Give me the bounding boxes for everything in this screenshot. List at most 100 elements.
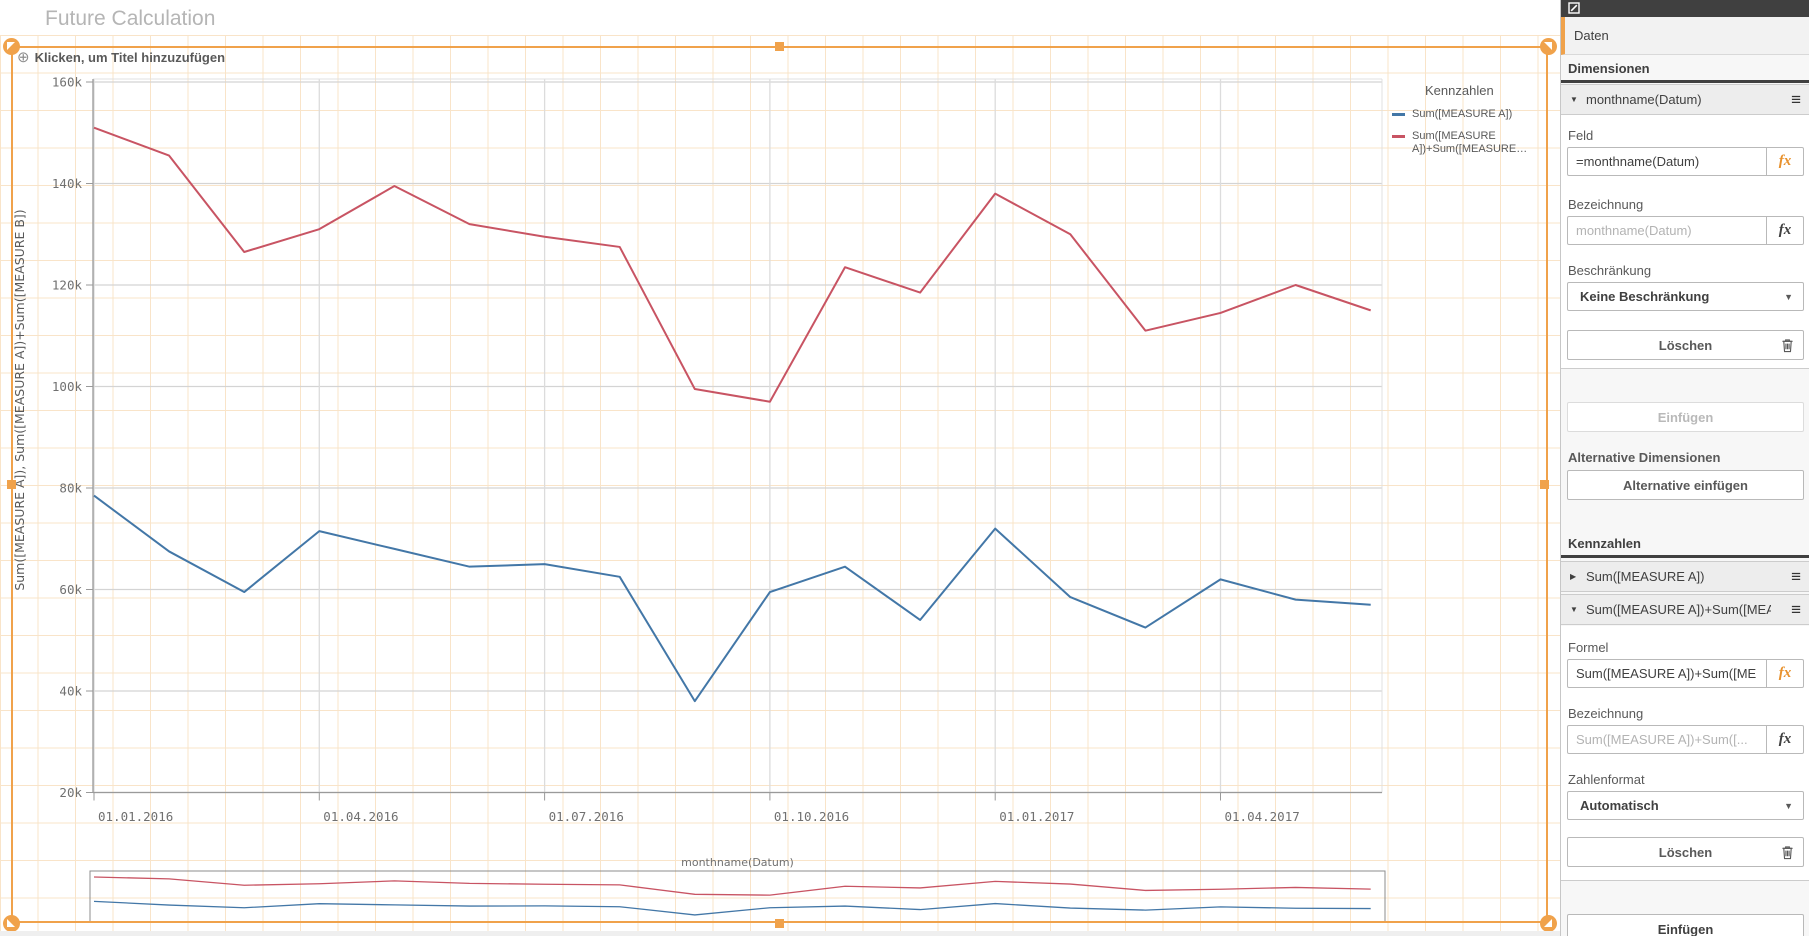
panel-top-bar [1561, 0, 1809, 17]
arrow-down-right-icon [1544, 919, 1552, 927]
dimension-item-row[interactable]: ▼ monthname(Datum) ≡ [1561, 84, 1809, 115]
alternative-dimensionen-label: Alternative Dimensionen [1568, 450, 1721, 465]
beschraenkung-label: Beschränkung [1568, 263, 1652, 278]
legend-dash-red [1392, 134, 1405, 138]
chevron-down-icon[interactable]: ▼ [1570, 95, 1578, 104]
sheet-bottom-strip [0, 931, 1560, 936]
measure-item-row-1[interactable]: ▶ Sum([MEASURE A]) ≡ [1561, 561, 1809, 592]
resize-handle-bottom-right[interactable] [1540, 915, 1557, 932]
loeschen-label: Löschen [1658, 844, 1713, 860]
loeschen-label: Löschen [1658, 337, 1713, 353]
dimension-loeschen-button[interactable]: Löschen [1567, 330, 1804, 360]
measure-detail-card: Formel fx Bezeichnung fx Zahlenformat Au… [1561, 626, 1809, 881]
menu-icon[interactable]: ≡ [1791, 599, 1801, 619]
mini-series-line-1 [93, 876, 1371, 896]
edit-grid [0, 35, 1560, 931]
section-header-label: Kennzahlen [1568, 536, 1641, 551]
properties-panel: Daten Dimensionen ▼ monthname(Datum) ≡ F… [1560, 0, 1809, 936]
resize-handle-bottom[interactable] [775, 919, 784, 928]
resize-handle-bottom-left[interactable] [3, 915, 20, 932]
einfuegen-label: Einfügen [1657, 409, 1714, 425]
section-header-kennzahlen: Kennzahlen [1561, 531, 1809, 558]
section-header-label: Dimensionen [1568, 61, 1650, 76]
resize-handle-top-left[interactable] [3, 38, 20, 55]
menu-icon[interactable]: ≡ [1791, 89, 1801, 109]
chevron-down-icon[interactable]: ▼ [1570, 605, 1578, 614]
sheet-canvas: Future Calculation 160k 140k 120k 100k 80k 60… [0, 0, 1560, 936]
y-tick-label: 120k [52, 277, 83, 292]
x-tick-label: 01.04.2017 [1225, 809, 1300, 824]
formel-input-row: fx [1567, 659, 1804, 688]
resize-handle-top[interactable] [775, 42, 784, 51]
trash-icon [1781, 845, 1794, 863]
y-tick-label: 160k [52, 74, 83, 89]
x-tick-label: 01.01.2017 [999, 809, 1074, 824]
chevron-down-icon: ▼ [1784, 291, 1793, 302]
chart-selection-frame[interactable] [11, 46, 1548, 923]
beschraenkung-value: Keine Beschränkung [1580, 289, 1710, 304]
feld-input[interactable] [1568, 148, 1766, 175]
feld-label: Feld [1568, 128, 1594, 143]
arrow-up-left-icon [7, 42, 15, 50]
mini-axis-title: monthname(Datum) [681, 856, 794, 869]
formel-input[interactable] [1568, 660, 1766, 687]
bezeichnung-label: Bezeichnung [1568, 706, 1644, 721]
zahlenformat-select[interactable]: Automatisch ▼ [1567, 791, 1804, 820]
alternative-einfuegen-button[interactable]: Alternative einfügen [1567, 470, 1804, 500]
x-tick-label: 01.10.2016 [774, 809, 849, 824]
legend-item-measure-a[interactable]: Sum([MEASURE A]) [1392, 108, 1542, 121]
y-tick-label: 80k [59, 480, 82, 495]
legend-label: Sum([MEASURE A]) [1412, 108, 1513, 120]
series-line-1[interactable] [93, 126, 1372, 403]
einfuegen-label: Einfügen [1657, 921, 1714, 936]
edit-properties-icon[interactable] [1568, 2, 1580, 17]
zahlenformat-value: Automatisch [1580, 798, 1659, 813]
resize-handle-right[interactable] [1540, 480, 1549, 489]
legend-label: Sum([MEASURE A])+Sum([MEASURE… [1412, 129, 1528, 155]
fx-expression-icon[interactable]: fx [1766, 726, 1803, 753]
formel-label: Formel [1568, 640, 1609, 655]
bezeichnung-input-row: fx [1567, 216, 1804, 245]
chart-title-placeholder[interactable]: ⊕ Klicken, um Titel hinzuzufügen [17, 50, 225, 65]
y-tick-label: 20k [59, 785, 82, 800]
legend-title: Kennzahlen [1425, 83, 1494, 98]
legend-item-measure-a-plus-b[interactable]: Sum([MEASURE A])+Sum([MEASURE… [1392, 130, 1542, 156]
y-tick-label: 100k [52, 379, 83, 394]
bezeichnung-input[interactable] [1568, 217, 1766, 244]
y-tick-label: 40k [59, 683, 82, 698]
fx-expression-icon[interactable]: fx [1766, 217, 1803, 244]
arrow-down-left-icon [7, 919, 15, 927]
measure-item-label: Sum([MEASURE A]) [1586, 569, 1705, 584]
dimension-einfuegen-button[interactable]: Einfügen [1567, 402, 1804, 432]
measure-bezeichnung-input[interactable] [1568, 726, 1766, 753]
tab-daten-label: Daten [1574, 28, 1609, 43]
measure-item-row-2[interactable]: ▼ Sum([MEASURE A])+Sum([MEA... ≡ [1561, 594, 1809, 625]
arrow-up-right-icon [1544, 42, 1552, 50]
y-axis-title: Sum([MEASURE A]), Sum([MEASURE A])+Sum([… [12, 209, 27, 590]
dimension-item-label: monthname(Datum) [1586, 92, 1702, 107]
mini-series-line-0 [93, 900, 1371, 916]
legend: Kennzahlen Sum([MEASURE A]) Sum([MEASURE… [1392, 83, 1542, 165]
line-chart[interactable]: 160k 140k 120k 100k 80k 60k 40k 20k 01.01.2016 01… [0, 0, 1560, 936]
tab-daten[interactable]: Daten [1561, 17, 1809, 55]
fx-expression-icon[interactable]: fx [1766, 660, 1803, 687]
x-tick-label: 01.04.2016 [323, 809, 398, 824]
sheet-title: Future Calculation [45, 7, 216, 30]
chart-title-placeholder-label: Klicken, um Titel hinzuzufügen [34, 50, 226, 65]
measure-einfuegen-button[interactable]: Einfügen [1567, 914, 1804, 936]
dimension-detail-card: Feld fx Bezeichnung fx Beschränkung Kein… [1561, 115, 1809, 369]
zahlenformat-label: Zahlenformat [1568, 772, 1645, 787]
beschraenkung-select[interactable]: Keine Beschränkung ▼ [1567, 282, 1804, 311]
measure-item-label: Sum([MEASURE A])+Sum([MEA... [1586, 602, 1771, 617]
resize-handle-left[interactable] [7, 480, 16, 489]
feld-input-row: fx [1567, 147, 1804, 176]
series-line-0[interactable] [93, 494, 1371, 703]
chevron-right-icon[interactable]: ▶ [1570, 572, 1577, 581]
x-tick-label: 01.01.2016 [98, 809, 173, 824]
chevron-down-icon: ▼ [1784, 800, 1793, 811]
fx-expression-icon[interactable]: fx [1766, 148, 1803, 175]
resize-handle-top-right[interactable] [1540, 38, 1557, 55]
menu-icon[interactable]: ≡ [1791, 566, 1801, 586]
measure-loeschen-button[interactable]: Löschen [1567, 837, 1804, 867]
